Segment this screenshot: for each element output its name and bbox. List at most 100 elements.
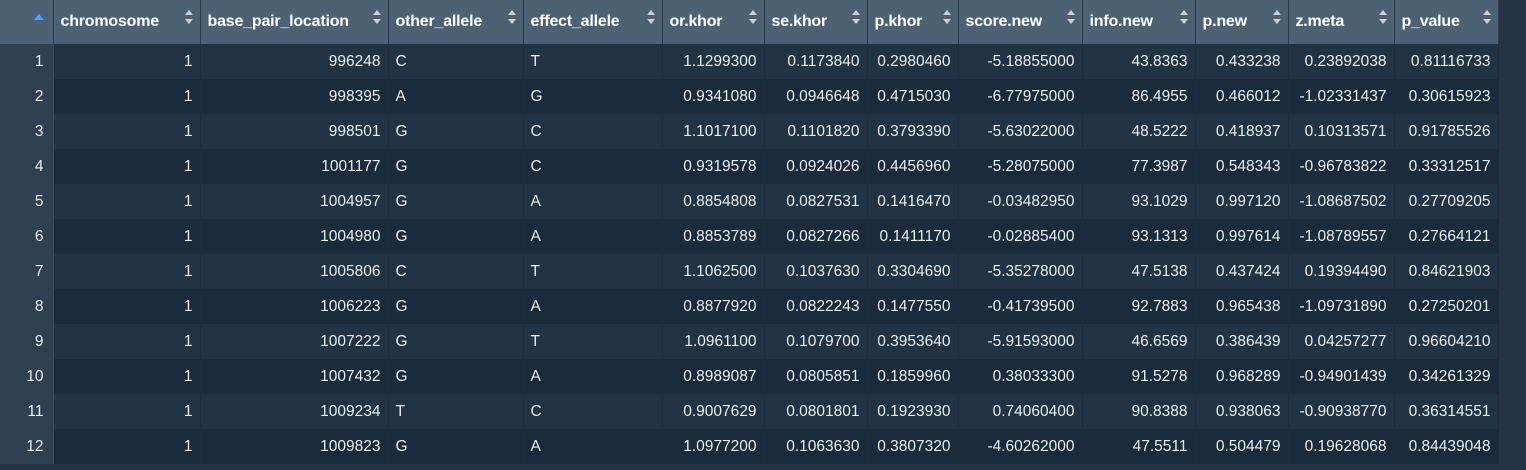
cell-z-meta[interactable]: -1.08789557 <box>1288 219 1395 254</box>
cell-or-khor[interactable]: 0.8989087 <box>662 359 765 394</box>
cell-chromosome[interactable]: 1 <box>53 114 201 149</box>
cell-p-new[interactable]: 0.965438 <box>1195 289 1289 324</box>
table-row[interactable]: 2 1 998395 A G 0.9341080 0.0946648 0.4715030 -6.… <box>0 79 1499 114</box>
cell-score-new[interactable]: -0.41739500 <box>958 289 1083 324</box>
cell-p-khor[interactable]: 0.3953640 <box>867 324 959 359</box>
column-header-base-pair-location[interactable]: base_pair_location <box>200 0 389 44</box>
cell-effect-allele[interactable]: A <box>523 429 663 464</box>
cell-info-new[interactable]: 93.1313 <box>1082 219 1196 254</box>
cell-other-allele[interactable]: A <box>388 79 524 114</box>
cell-se-khor[interactable]: 0.0827266 <box>764 219 868 254</box>
cell-score-new[interactable]: -5.63022000 <box>958 114 1083 149</box>
cell-p-new[interactable]: 0.997120 <box>1195 184 1289 219</box>
cell-se-khor[interactable]: 0.1037630 <box>764 254 868 289</box>
cell-chromosome[interactable]: 1 <box>53 219 201 254</box>
column-header-or-khor[interactable]: or.khor <box>662 0 765 44</box>
cell-other-allele[interactable]: G <box>388 149 524 184</box>
cell-p-value[interactable]: 0.84621903 <box>1394 254 1499 289</box>
cell-z-meta[interactable]: -1.08687502 <box>1288 184 1395 219</box>
cell-p-value[interactable]: 0.27250201 <box>1394 289 1499 324</box>
cell-effect-allele[interactable]: T <box>523 44 663 79</box>
cell-p-new[interactable]: 0.968289 <box>1195 359 1289 394</box>
cell-effect-allele[interactable]: C <box>523 394 663 429</box>
cell-effect-allele[interactable]: A <box>523 184 663 219</box>
cell-score-new[interactable]: -0.02885400 <box>958 219 1083 254</box>
cell-p-value[interactable]: 0.36314551 <box>1394 394 1499 429</box>
cell-chromosome[interactable]: 1 <box>53 44 201 79</box>
cell-z-meta[interactable]: 0.19394490 <box>1288 254 1395 289</box>
cell-z-meta[interactable]: 0.19628068 <box>1288 429 1395 464</box>
cell-p-new[interactable]: 0.418937 <box>1195 114 1289 149</box>
cell-p-value[interactable]: 0.81116733 <box>1394 44 1499 79</box>
table-row[interactable]: 4 1 1001177 G C 0.9319578 0.0924026 0.4456960 -5… <box>0 149 1499 184</box>
cell-p-new[interactable]: 0.504479 <box>1195 429 1289 464</box>
cell-effect-allele[interactable]: A <box>523 219 663 254</box>
cell-other-allele[interactable]: C <box>388 44 524 79</box>
column-header-p-value[interactable]: p_value <box>1394 0 1499 44</box>
cell-info-new[interactable]: 47.5138 <box>1082 254 1196 289</box>
cell-info-new[interactable]: 43.8363 <box>1082 44 1196 79</box>
cell-p-khor[interactable]: 0.3304690 <box>867 254 959 289</box>
cell-chromosome[interactable]: 1 <box>53 184 201 219</box>
cell-chromosome[interactable]: 1 <box>53 149 201 184</box>
cell-base-pair-location[interactable]: 1001177 <box>200 149 389 184</box>
cell-p-value[interactable]: 0.33312517 <box>1394 149 1499 184</box>
cell-se-khor[interactable]: 0.0805851 <box>764 359 868 394</box>
cell-or-khor[interactable]: 0.9319578 <box>662 149 765 184</box>
cell-or-khor[interactable]: 1.0961100 <box>662 324 765 359</box>
cell-info-new[interactable]: 91.5278 <box>1082 359 1196 394</box>
cell-se-khor[interactable]: 0.1173840 <box>764 44 868 79</box>
cell-info-new[interactable]: 46.6569 <box>1082 324 1196 359</box>
cell-info-new[interactable]: 92.7883 <box>1082 289 1196 324</box>
cell-p-value[interactable]: 0.34261329 <box>1394 359 1499 394</box>
column-header-other-allele[interactable]: other_allele <box>388 0 524 44</box>
cell-p-new[interactable]: 0.437424 <box>1195 254 1289 289</box>
cell-se-khor[interactable]: 0.0827531 <box>764 184 868 219</box>
table-row[interactable]: 9 1 1007222 G T 1.0961100 0.1079700 0.3953640 -5… <box>0 324 1499 359</box>
cell-base-pair-location[interactable]: 1005806 <box>200 254 389 289</box>
cell-z-meta[interactable]: -0.94901439 <box>1288 359 1395 394</box>
cell-other-allele[interactable]: G <box>388 289 524 324</box>
cell-z-meta[interactable]: 0.10313571 <box>1288 114 1395 149</box>
cell-p-khor[interactable]: 0.1923930 <box>867 394 959 429</box>
cell-z-meta[interactable]: -1.09731890 <box>1288 289 1395 324</box>
table-row[interactable]: 12 1 1009823 G A 1.0977200 0.1063630 0.3807320-… <box>0 429 1499 464</box>
cell-p-khor[interactable]: 0.1859960 <box>867 359 959 394</box>
table-row[interactable]: 8 1 1006223 G A 0.8877920 0.0822243 0.1477550 -0… <box>0 289 1499 324</box>
cell-or-khor[interactable]: 0.9341080 <box>662 79 765 114</box>
cell-or-khor[interactable]: 1.1062500 <box>662 254 765 289</box>
cell-p-khor[interactable]: 0.4456960 <box>867 149 959 184</box>
column-header-se-khor[interactable]: se.khor <box>764 0 868 44</box>
cell-base-pair-location[interactable]: 998395 <box>200 79 389 114</box>
cell-se-khor[interactable]: 0.1101820 <box>764 114 868 149</box>
cell-or-khor[interactable]: 1.1299300 <box>662 44 765 79</box>
cell-effect-allele[interactable]: C <box>523 114 663 149</box>
cell-info-new[interactable]: 93.1029 <box>1082 184 1196 219</box>
cell-se-khor[interactable]: 0.1063630 <box>764 429 868 464</box>
cell-p-value[interactable]: 0.27664121 <box>1394 219 1499 254</box>
cell-p-khor[interactable]: 0.3807320 <box>867 429 959 464</box>
cell-base-pair-location[interactable]: 1007432 <box>200 359 389 394</box>
cell-p-new[interactable]: 0.466012 <box>1195 79 1289 114</box>
cell-score-new[interactable]: 0.38033300 <box>958 359 1083 394</box>
cell-p-new[interactable]: 0.997614 <box>1195 219 1289 254</box>
cell-effect-allele[interactable]: C <box>523 149 663 184</box>
cell-other-allele[interactable]: C <box>388 254 524 289</box>
table-row[interactable]: 10 1 1007432 G A 0.8989087 0.0805851 0.1859960 0… <box>0 359 1499 394</box>
table-row[interactable]: 1 1 996248 C T 1.1299300 0.1173840 0.2980460 -5.… <box>0 44 1499 79</box>
table-row[interactable]: 11 1 1009234 T C 0.9007629 0.0801801 0.1923930 0… <box>0 394 1499 429</box>
cell-p-khor[interactable]: 0.3793390 <box>867 114 959 149</box>
cell-info-new[interactable]: 48.5222 <box>1082 114 1196 149</box>
cell-base-pair-location[interactable]: 996248 <box>200 44 389 79</box>
cell-chromosome[interactable]: 1 <box>53 254 201 289</box>
cell-base-pair-location[interactable]: 1004980 <box>200 219 389 254</box>
cell-or-khor[interactable]: 1.1017100 <box>662 114 765 149</box>
column-header-info-new[interactable]: info.new <box>1082 0 1196 44</box>
cell-p-new[interactable]: 0.433238 <box>1195 44 1289 79</box>
cell-p-value[interactable]: 0.30615923 <box>1394 79 1499 114</box>
table-row[interactable]: 6 1 1004980 G A 0.8853789 0.0827266 0.1411170 -0… <box>0 219 1499 254</box>
column-header-p-new[interactable]: p.new <box>1195 0 1289 44</box>
cell-effect-allele[interactable]: A <box>523 359 663 394</box>
cell-se-khor[interactable]: 0.0822243 <box>764 289 868 324</box>
cell-score-new[interactable]: -5.28075000 <box>958 149 1083 184</box>
